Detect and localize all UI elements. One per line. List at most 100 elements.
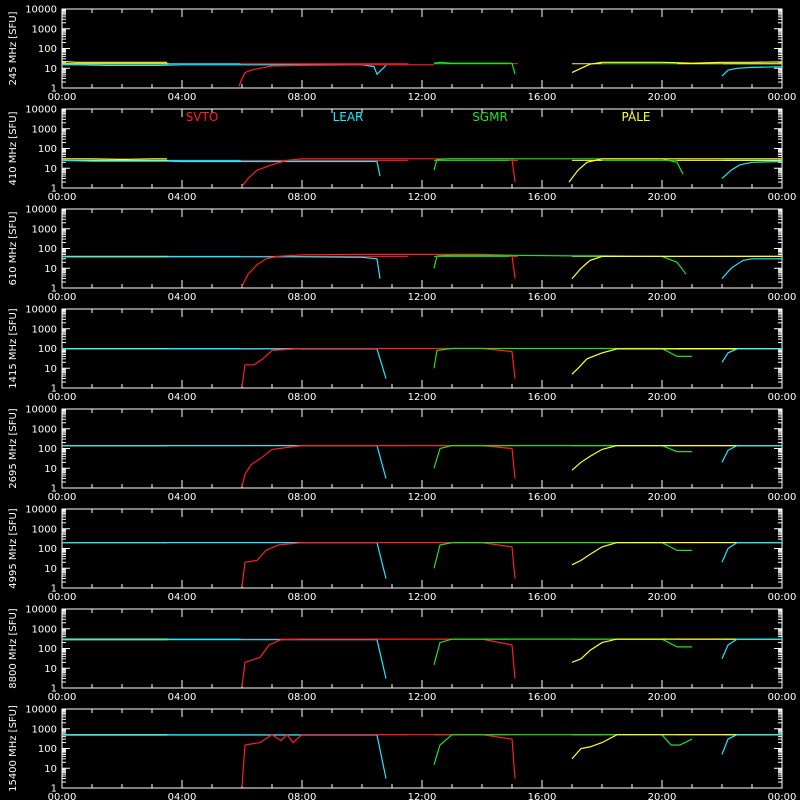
series-lear bbox=[721, 160, 783, 180]
series-pale bbox=[571, 348, 782, 375]
unit-label: [SFU] bbox=[8, 211, 19, 238]
y-axis-title: 245 MHz [SFU] bbox=[8, 11, 19, 85]
x-tick-label: 04:00 bbox=[168, 792, 197, 800]
y-tick-label: 100 bbox=[38, 744, 57, 755]
series-svto bbox=[241, 347, 516, 387]
y-tick-label: 10 bbox=[44, 464, 57, 475]
x-tick-label: 00:00 bbox=[48, 492, 77, 503]
unit-label: [SFU] bbox=[8, 608, 19, 635]
x-tick-label: 16:00 bbox=[528, 792, 557, 800]
x-tick-label: 00:00 bbox=[768, 192, 797, 203]
y-tick-label: 10 bbox=[44, 264, 57, 275]
y-tick-label: 10000 bbox=[25, 505, 57, 516]
frequency-label: 15400 MHz bbox=[8, 732, 19, 792]
series-lear bbox=[62, 541, 387, 579]
series-lear bbox=[721, 258, 782, 279]
x-tick-label: 04:00 bbox=[168, 392, 197, 403]
y-tick-label: 10000 bbox=[25, 705, 57, 716]
panel-15400-mhz: 1 10 100 1000 10000 00:00 04:00 08:00 12:00 16:00… bbox=[8, 705, 796, 800]
x-tick-label: 12:00 bbox=[408, 692, 437, 703]
y-tick-label: 1000 bbox=[32, 724, 57, 735]
series-pale bbox=[571, 445, 782, 471]
y-tick-label: 100 bbox=[38, 244, 57, 255]
series-lear bbox=[721, 734, 782, 755]
x-tick-label: 08:00 bbox=[288, 492, 317, 503]
x-tick-label: 16:00 bbox=[528, 692, 557, 703]
y-tick-label: 10000 bbox=[25, 105, 57, 116]
unit-label: [SFU] bbox=[8, 408, 19, 435]
legend-sgmr: SGMR bbox=[472, 110, 508, 124]
unit-label: [SFU] bbox=[8, 508, 19, 535]
x-tick-label: 16:00 bbox=[528, 92, 557, 103]
y-tick-label: 100 bbox=[38, 444, 57, 455]
x-tick-label: 12:00 bbox=[408, 492, 437, 503]
unit-label: [SFU] bbox=[8, 308, 19, 335]
y-tick-label: 10 bbox=[44, 764, 57, 775]
y-tick-label: 1000 bbox=[32, 324, 57, 335]
x-tick-label: 12:00 bbox=[408, 592, 437, 603]
x-tick-label: 00:00 bbox=[48, 792, 77, 800]
y-tick-label: 10000 bbox=[25, 5, 57, 16]
y-tick-label: 10000 bbox=[25, 205, 57, 216]
y-tick-label: 10 bbox=[44, 64, 57, 75]
series-lear bbox=[62, 256, 381, 279]
series-lear bbox=[62, 639, 387, 679]
y-tick-label: 10 bbox=[44, 564, 57, 575]
panel-frame bbox=[61, 408, 783, 489]
x-tick-label: 16:00 bbox=[528, 192, 557, 203]
x-tick-label: 04:00 bbox=[168, 292, 197, 303]
frequency-label: 2695 MHz bbox=[8, 436, 19, 489]
x-tick-label: 16:00 bbox=[528, 492, 557, 503]
frequency-label: 8800 MHz bbox=[8, 636, 19, 689]
y-axis-title: 610 MHz [SFU] bbox=[8, 211, 19, 285]
panel-245-mhz: 1 10 100 1000 10000 00:00 04:00 08:00 12:00 16:00… bbox=[8, 5, 796, 104]
x-tick-label: 16:00 bbox=[528, 292, 557, 303]
series-pale bbox=[571, 541, 782, 566]
y-tick-label: 1 bbox=[51, 384, 57, 395]
y-axis-title: 1415 MHz [SFU] bbox=[8, 308, 19, 389]
y-axis-title: 4995 MHz [SFU] bbox=[8, 508, 19, 589]
y-axis-title: 2695 MHz [SFU] bbox=[8, 408, 19, 489]
x-tick-label: 00:00 bbox=[48, 92, 77, 103]
series-lear bbox=[62, 348, 387, 379]
frequency-label: 610 MHz bbox=[8, 239, 19, 286]
x-tick-label: 20:00 bbox=[648, 792, 677, 800]
x-tick-label: 12:00 bbox=[408, 192, 437, 203]
y-tick-label: 1000 bbox=[32, 624, 57, 635]
y-tick-label: 100 bbox=[38, 144, 57, 155]
x-tick-label: 00:00 bbox=[48, 292, 77, 303]
panel-frame bbox=[61, 608, 783, 689]
series-pale bbox=[61, 60, 167, 63]
panel-frame bbox=[61, 708, 783, 789]
series-sgmr bbox=[433, 254, 687, 275]
y-axis-title: 410 MHz [SFU] bbox=[8, 111, 19, 185]
y-tick-label: 1000 bbox=[32, 224, 57, 235]
y-tick-label: 1 bbox=[51, 484, 57, 495]
series-svto bbox=[241, 158, 516, 187]
panel-8800-mhz: 1 10 100 1000 10000 00:00 04:00 08:00 12:00 16:00… bbox=[8, 605, 796, 704]
x-tick-label: 00:00 bbox=[768, 92, 797, 103]
x-tick-label: 16:00 bbox=[528, 392, 557, 403]
legend-svto: SVTO bbox=[186, 110, 219, 124]
x-tick-label: 20:00 bbox=[648, 192, 677, 203]
x-tick-label: 04:00 bbox=[168, 492, 197, 503]
x-tick-label: 20:00 bbox=[648, 292, 677, 303]
y-axis-title: 15400 MHz [SFU] bbox=[8, 705, 19, 792]
series-pale bbox=[62, 158, 167, 161]
x-tick-label: 00:00 bbox=[48, 592, 77, 603]
x-tick-label: 00:00 bbox=[48, 192, 77, 203]
series-pale bbox=[571, 255, 782, 279]
series-lear bbox=[61, 159, 381, 177]
frequency-label: 410 MHz bbox=[8, 139, 19, 186]
series-lear bbox=[721, 445, 782, 463]
x-tick-label: 08:00 bbox=[288, 392, 317, 403]
series-lear bbox=[721, 348, 782, 363]
series-lear bbox=[62, 445, 387, 479]
panel-410-mhz: 1 10 100 1000 10000 00:00 04:00 08:00 12:00 16:00… bbox=[8, 105, 796, 204]
x-tick-label: 12:00 bbox=[408, 392, 437, 403]
y-tick-label: 1 bbox=[51, 84, 57, 95]
series-sgmr bbox=[433, 347, 692, 369]
x-tick-label: 08:00 bbox=[288, 592, 317, 603]
x-tick-label: 20:00 bbox=[648, 692, 677, 703]
